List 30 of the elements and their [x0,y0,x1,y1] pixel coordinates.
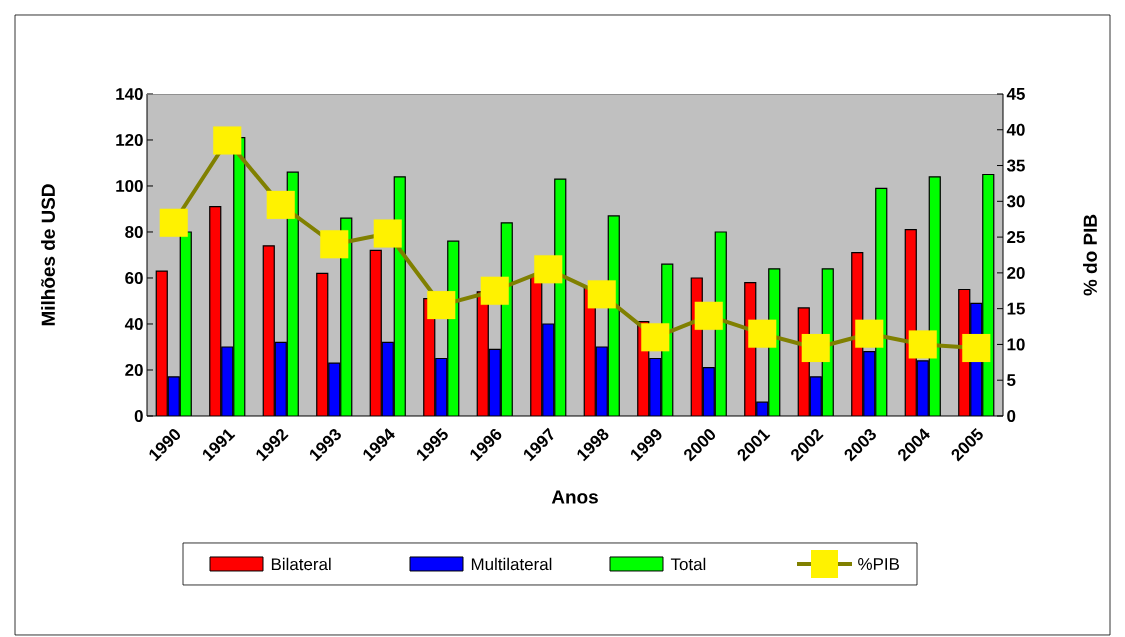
y2-tick-label: 25 [1007,231,1025,244]
y2-tick-label: 15 [1007,302,1025,315]
y-tick-label: 140 [116,87,143,100]
y-tick-label: 120 [116,133,143,146]
y2-tick-label: 0 [1007,409,1016,422]
y2-tick-label: 35 [1006,159,1025,172]
bar [156,271,168,416]
y2-tick-label: 30 [1006,195,1025,208]
x-axis-title: Anos [551,490,598,504]
y-tick-label: 20 [125,363,143,376]
y-tick-label: 60 [125,271,143,284]
y2-tick-label: 45 [1006,88,1025,100]
y2-tick-label: 5 [1007,374,1016,387]
y2-tick-label: 10 [1007,338,1025,351]
bar [316,273,328,416]
bar [209,206,221,416]
y-tick-label: 80 [125,225,143,238]
bar [263,245,275,416]
legend-label: Bilateral [271,557,331,571]
y2-tick-label: 40 [1006,123,1025,136]
y2-axis-title: % do PIB [1083,214,1097,296]
y-tick-label: 40 [124,317,143,330]
legend-label: Multilateral [471,557,552,571]
bar [370,250,382,416]
y2-tick-label: 20 [1007,266,1025,279]
legend-label: Total [670,557,706,571]
y-axis-title: Milhões de USD [41,184,55,326]
legend-label: %PIB [858,558,899,570]
y-tick-label: 100 [116,179,143,192]
y-tick-label: 0 [134,409,143,422]
